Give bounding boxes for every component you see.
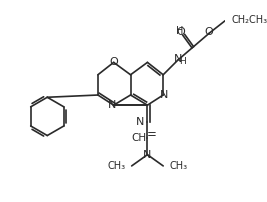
Text: CH₂CH₃: CH₂CH₃ <box>231 15 267 25</box>
Text: CH₃: CH₃ <box>170 161 188 171</box>
Text: N: N <box>108 100 117 110</box>
Text: CH₃: CH₃ <box>107 161 125 171</box>
Text: O: O <box>109 57 118 67</box>
Text: O: O <box>204 27 213 37</box>
Text: N: N <box>160 90 168 100</box>
Text: N: N <box>143 150 152 160</box>
Text: N: N <box>136 117 144 127</box>
Text: O: O <box>176 26 185 37</box>
Text: CH: CH <box>132 133 147 143</box>
Text: N: N <box>174 54 182 64</box>
Text: H: H <box>176 26 184 36</box>
Text: H: H <box>180 57 186 66</box>
Text: =: = <box>147 128 156 141</box>
